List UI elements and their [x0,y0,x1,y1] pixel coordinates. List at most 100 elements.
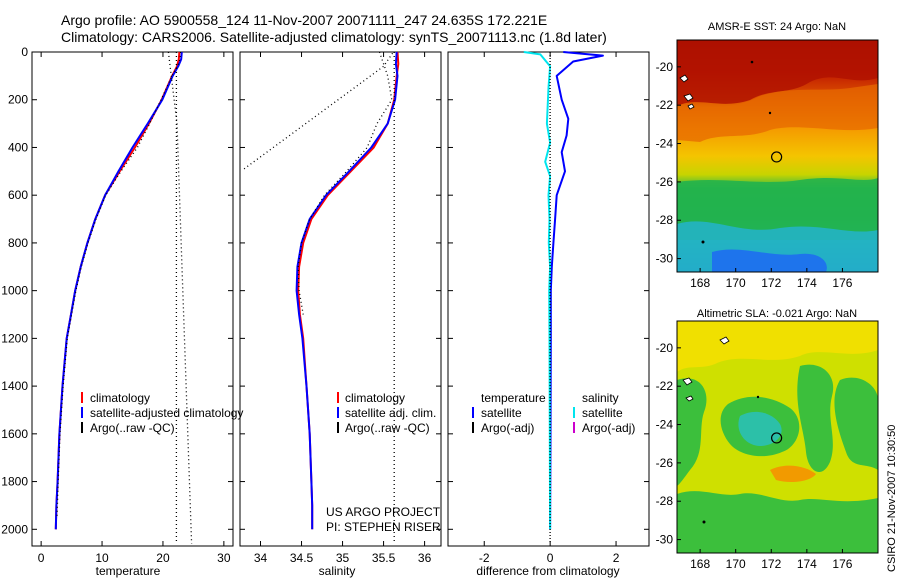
map-x-tick-label: 172 [761,276,781,290]
sla-map-ticks: 168 170 172 174 176 -20 -22 -24 -26 -28 -30 [656,341,853,571]
x-tick-label: -2 [479,551,490,565]
salinity-axes [239,51,442,547]
sst-map-ticks: 168 170 172 174 176 -20 -22 -24 -26 -28 -30 [656,60,853,290]
y-tick-label: 1200 [1,331,28,345]
sla-map-frame [676,320,879,554]
sla-green-patch [677,378,707,486]
legend-label-satellite: satellite-adjusted climatology [90,406,243,420]
sla-reef-dot [702,520,706,524]
header-line-1: Argo profile: AO 5900558_124 11-Nov-2007… [61,12,547,28]
difference-xlabel: difference from climatology [476,564,619,578]
legend-header-temperature: temperature [481,391,546,405]
y-tick-label: 1800 [1,475,28,489]
sla-orange-patch [770,465,816,482]
series-climatology [297,51,400,530]
timestamp-stamp: CSIRO 21-Nov-2007 10:30:50 [886,425,898,572]
y-tick-label: 1000 [1,284,28,298]
sla-green-patch [834,377,878,470]
sst-map-field [677,40,878,272]
map-y-tick-label: -30 [656,533,674,547]
header-line-2: Climatology: CARS2006. Satellite-adjuste… [61,29,607,45]
legend-header-salinity: salinity [582,391,619,405]
sst-map-title: AMSR-E SST: 24 Argo: NaN [708,21,846,33]
x-tick-label: 36 [418,551,432,565]
x-tick-label: 30 [217,551,231,565]
series-satellite-adj-clim- [295,51,399,530]
map-y-tick-label: -26 [656,175,674,189]
difference-legend: temperature salinity satellite Argo(-adj… [472,391,635,435]
series-temperature-satellite [549,51,604,530]
sst-orange-lobe [677,84,878,142]
legend-label-temp-argo: Argo(-adj) [481,421,534,435]
x-tick-label: 2 [613,551,620,565]
map-y-tick-label: -20 [656,341,674,355]
pi-annotation: PI: STEPHEN RISER [326,520,441,534]
x-tick-label: 0 [38,551,45,565]
map-y-tick-label: -28 [656,213,674,227]
legend-label-climatology: climatology [345,391,405,405]
sla-float-marker [771,432,783,444]
sla-map-title: Altimetric SLA: -0.021 Argo: NaN [697,308,857,320]
legend-label-sal-satellite: satellite [582,406,623,420]
map-x-tick-label: 170 [726,276,746,290]
map-x-tick-label: 174 [797,557,817,571]
map-y-tick-label: -22 [656,98,674,112]
temperature-axes [31,51,234,547]
y-tick-label: 600 [8,188,28,202]
series-dotted-reference-1 [243,51,394,170]
map-y-tick-label: -22 [656,379,674,393]
y-tick-label: 1600 [1,427,28,441]
y-tick-label: 0 [21,45,28,59]
sla-green-patch [677,491,878,553]
sst-reef-dot [750,60,754,64]
x-tick-label: 34.5 [290,551,314,565]
temperature-xlabel: temperature [96,564,161,578]
difference-axes [447,51,650,547]
y-tick-label: 1400 [1,379,28,393]
map-y-tick-label: -20 [656,60,674,74]
temperature-plot: 0 10 20 30 [32,51,233,565]
sla-yellow-patch [677,321,878,372]
legend-label-argo: Argo(..raw -QC) [90,421,175,435]
legend-label-sal-argo: Argo(-adj) [582,421,635,435]
series-salinity-satellite [523,51,552,530]
sla-green-patch [797,364,834,473]
map-y-tick-label: -28 [656,494,674,508]
map-y-tick-label: -26 [656,456,674,470]
sst-reef-dot [768,111,772,115]
map-x-tick-label: 170 [726,557,746,571]
sst-green-band [677,178,878,240]
sla-map-field [677,321,878,553]
series-dotted-reference-1 [167,51,193,544]
legend-label-temp-satellite: satellite [481,406,522,420]
x-tick-label: 34 [254,551,268,565]
sst-warm-lobe [677,40,878,106]
sst-island-1 [679,74,695,110]
sst-float-marker [771,151,783,163]
depth-ticks: 0 200 400 600 800 1000 1200 1400 1600 1800 2000 [1,45,28,536]
sst-map-frame [676,39,879,273]
salinity-xlabel: salinity [319,564,356,578]
map-x-tick-label: 168 [690,276,710,290]
x-tick-label: 20 [156,551,170,565]
y-tick-label: 2000 [1,522,28,536]
project-annotation: US ARGO PROJECT [326,505,441,519]
sla-cyan-patch [738,411,782,446]
map-y-tick-label: -24 [656,418,674,432]
x-tick-label: 35 [336,551,350,565]
map-x-tick-label: 176 [832,276,852,290]
temperature-legend: climatology satellite-adjusted climatolo… [81,391,243,435]
difference-plot: -2 0 2 [448,51,649,565]
legend-label-argo: Argo(..raw -QC) [345,421,430,435]
map-x-tick-label: 176 [832,557,852,571]
x-tick-label: 35.5 [372,551,396,565]
legend-label-satellite: satellite adj. clim. [345,406,436,420]
map-x-tick-label: 168 [690,557,710,571]
x-tick-label: 10 [95,551,109,565]
x-tick-label: 0 [547,551,554,565]
y-tick-label: 800 [8,236,28,250]
map-y-tick-label: -24 [656,137,674,151]
sst-reef-dot [701,240,705,244]
salinity-legend: climatology satellite adj. clim. Argo(..… [337,391,436,435]
